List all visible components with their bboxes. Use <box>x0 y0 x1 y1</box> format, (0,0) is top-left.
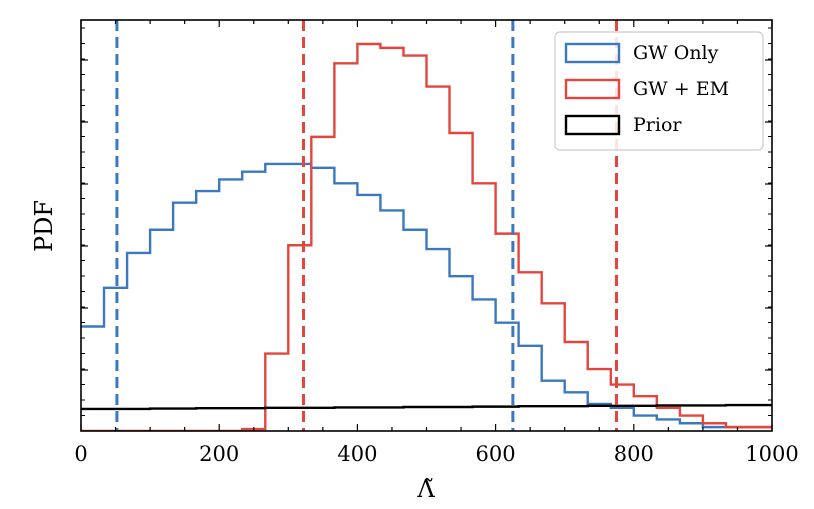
plot-frame <box>80 19 773 432</box>
legend-swatch <box>564 114 621 136</box>
histogram-series-gw-only <box>81 162 772 429</box>
legend-label: GW Only <box>633 42 719 64</box>
plot-area <box>81 42 772 431</box>
legend-swatch <box>564 78 621 100</box>
x-tick-label: 400 <box>337 442 377 466</box>
x-tick-labels: 0 200 400 600 800 1000 <box>74 442 798 466</box>
legend-label: Prior <box>633 114 682 136</box>
x-axis-label: Λ̃ <box>416 475 435 503</box>
legend-swatch <box>564 42 621 64</box>
x-tick-label: 600 <box>476 442 516 466</box>
x-tick-label: 200 <box>199 442 239 466</box>
histogram-series-prior <box>81 403 772 411</box>
x-tick-label: 1000 <box>745 442 798 466</box>
histogram-series-gw-em <box>81 42 772 431</box>
x-tick-label: 800 <box>614 442 654 466</box>
y-axis-label: PDF <box>30 200 58 252</box>
legend-label: GW + EM <box>633 78 729 100</box>
x-tick-label: 0 <box>74 442 87 466</box>
legend: GW Only GW + EM Prior <box>554 31 764 151</box>
